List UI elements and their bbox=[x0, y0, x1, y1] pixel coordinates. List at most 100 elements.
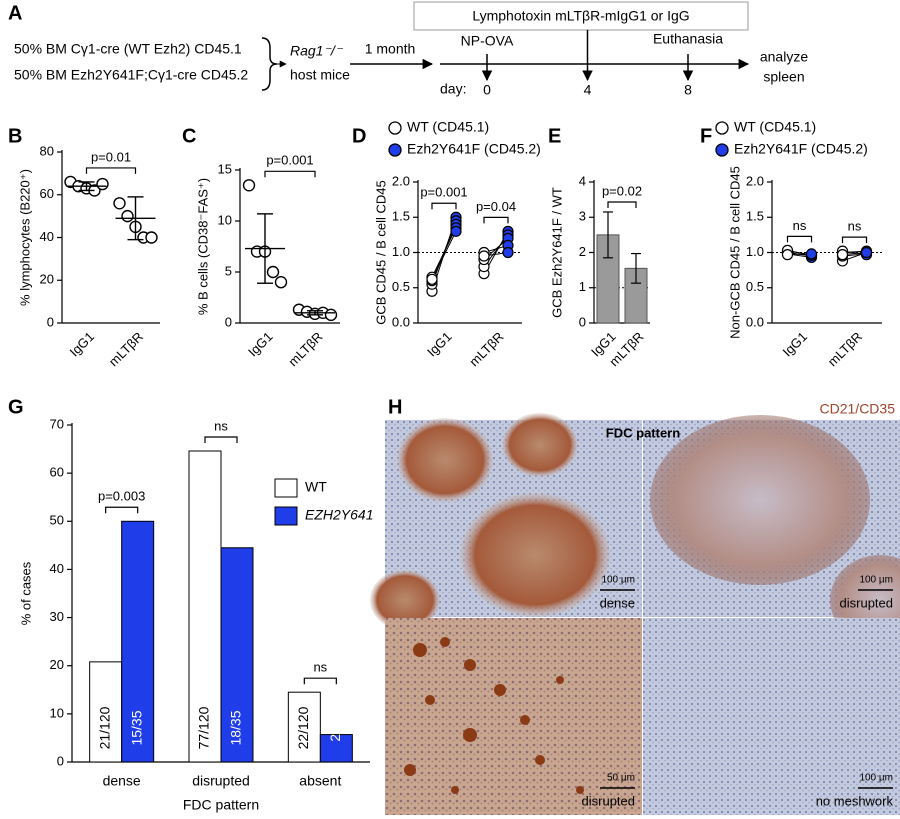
significance-bracket bbox=[204, 436, 238, 443]
x-tick-label: mLTβR bbox=[825, 329, 865, 369]
legend-label: Ezh2Y641F (CD45.2) bbox=[407, 141, 541, 157]
x-tick-label: IgG1 bbox=[424, 329, 455, 360]
day-number: 4 bbox=[584, 82, 592, 98]
significance-label: p=0.01 bbox=[91, 149, 131, 164]
y-tick-label: 20 bbox=[50, 657, 64, 672]
follicle bbox=[370, 570, 440, 630]
significance-bracket bbox=[483, 216, 509, 224]
y-tick-label: 50 bbox=[50, 513, 64, 528]
count-label: 21/120 bbox=[96, 706, 112, 749]
pair-line bbox=[431, 227, 457, 278]
donor-line: 50% BM Cγ1-cre (WT Ezh2) CD45.1 bbox=[14, 41, 242, 57]
micrograph bbox=[643, 618, 900, 815]
y-axis-label: % of cases bbox=[18, 561, 33, 625]
x-tick-label: IgG1 bbox=[67, 329, 98, 360]
y-tick-label: 1.0 bbox=[746, 244, 764, 259]
scale-label: 50 µm bbox=[607, 773, 635, 784]
readout: analyze bbox=[760, 49, 808, 65]
data-point bbox=[805, 248, 818, 260]
micrograph-caption: disrupted bbox=[840, 595, 893, 610]
data-point bbox=[426, 273, 438, 285]
readout: spleen bbox=[763, 69, 804, 85]
follicle bbox=[460, 493, 610, 617]
y-tick-label: 0.5 bbox=[392, 279, 410, 294]
fdc-spots bbox=[404, 637, 584, 794]
significance-label: p=0.04 bbox=[476, 199, 516, 214]
bar bbox=[121, 520, 155, 763]
x-tick-label: disrupted bbox=[192, 773, 250, 789]
legend-swatch bbox=[274, 478, 298, 498]
y-tick-label: 0 bbox=[225, 314, 232, 329]
y-tick-label: 0 bbox=[579, 314, 586, 329]
y-tick-label: 40 bbox=[50, 561, 64, 576]
legend-marker bbox=[388, 121, 402, 135]
endpoint: Euthanasia bbox=[653, 31, 723, 47]
panel-letter: D bbox=[352, 125, 366, 147]
treatment-box bbox=[413, 1, 749, 31]
pair-line bbox=[431, 231, 457, 280]
bar bbox=[319, 734, 353, 763]
immunization: NP-OVA bbox=[461, 33, 514, 49]
micrograph-caption: no meshwork bbox=[816, 793, 894, 808]
y-tick-label: 80 bbox=[40, 143, 54, 158]
schematic: A 50% BM Cγ1-cre (WT Ezh2) CD45.1 50% BM… bbox=[8, 1, 808, 97]
y-tick-label: 0 bbox=[47, 314, 54, 329]
scale-label: 100 µm bbox=[601, 575, 635, 586]
y-tick-label: 0.0 bbox=[392, 314, 410, 329]
legend-label: Ezh2Y641F (CD45.2) bbox=[734, 141, 868, 157]
significance-bracket bbox=[431, 202, 457, 210]
micrograph-title: FDC pattern bbox=[606, 425, 680, 440]
bar bbox=[188, 450, 222, 763]
panel-letter: F bbox=[700, 125, 712, 147]
follicle bbox=[502, 413, 578, 477]
legend-marker bbox=[715, 143, 729, 157]
micrograph bbox=[385, 618, 642, 815]
interval: 1 month bbox=[365, 41, 416, 57]
count-label: 15/35 bbox=[128, 710, 144, 745]
panel-letter: H bbox=[388, 396, 402, 418]
legend-label: WT bbox=[305, 479, 327, 495]
data-point bbox=[502, 246, 514, 259]
significance-label: ns bbox=[313, 660, 327, 675]
significance-bracket bbox=[105, 506, 139, 514]
significance-label: p=0.02 bbox=[602, 183, 642, 198]
micrographs bbox=[370, 413, 900, 815]
bar bbox=[287, 691, 321, 763]
data-point bbox=[450, 225, 462, 237]
y-tick-label: 1 bbox=[579, 279, 586, 294]
host-line: host mice bbox=[290, 67, 350, 83]
panel-letter: A bbox=[8, 2, 22, 24]
y-tick-label: 0.0 bbox=[746, 314, 764, 329]
significance-bracket bbox=[607, 201, 637, 208]
y-tick-label: 1.0 bbox=[392, 244, 410, 259]
significance-bracket bbox=[303, 677, 337, 685]
data-point bbox=[242, 179, 256, 192]
y-tick-label: 2.0 bbox=[392, 173, 410, 188]
legend-swatch bbox=[274, 506, 298, 526]
data-point bbox=[324, 308, 338, 322]
panel-letter: B bbox=[8, 125, 22, 147]
y-tick-label: 5 bbox=[225, 263, 232, 278]
y-tick-label: 1.5 bbox=[746, 209, 764, 224]
x-tick-label: mLTβR bbox=[285, 329, 325, 369]
y-tick-label: 2.0 bbox=[746, 173, 764, 188]
x-tick-label: mLTβR bbox=[106, 329, 146, 369]
data-point bbox=[274, 276, 288, 289]
donor-line: 50% BM Ezh2Y641F;Cγ1-cre CD45.2 bbox=[14, 67, 248, 83]
legend-marker bbox=[388, 143, 402, 157]
stain-label: CD21/CD35 bbox=[820, 401, 896, 417]
data-point bbox=[113, 197, 126, 210]
y-tick-label: 3 bbox=[579, 209, 586, 224]
count-label: 2/35 bbox=[327, 714, 343, 741]
day-number: 0 bbox=[483, 82, 491, 98]
y-axis-label: % lymphocytes (B220⁺) bbox=[17, 169, 32, 306]
bar bbox=[89, 661, 123, 763]
brace bbox=[261, 37, 278, 91]
y-tick-label: 60 bbox=[40, 186, 54, 201]
micrograph-caption: dense bbox=[600, 595, 635, 610]
data-point bbox=[145, 231, 158, 244]
y-tick-label: 10 bbox=[218, 212, 232, 227]
count-label: 18/35 bbox=[228, 710, 244, 745]
y-tick-label: 70 bbox=[50, 416, 64, 431]
